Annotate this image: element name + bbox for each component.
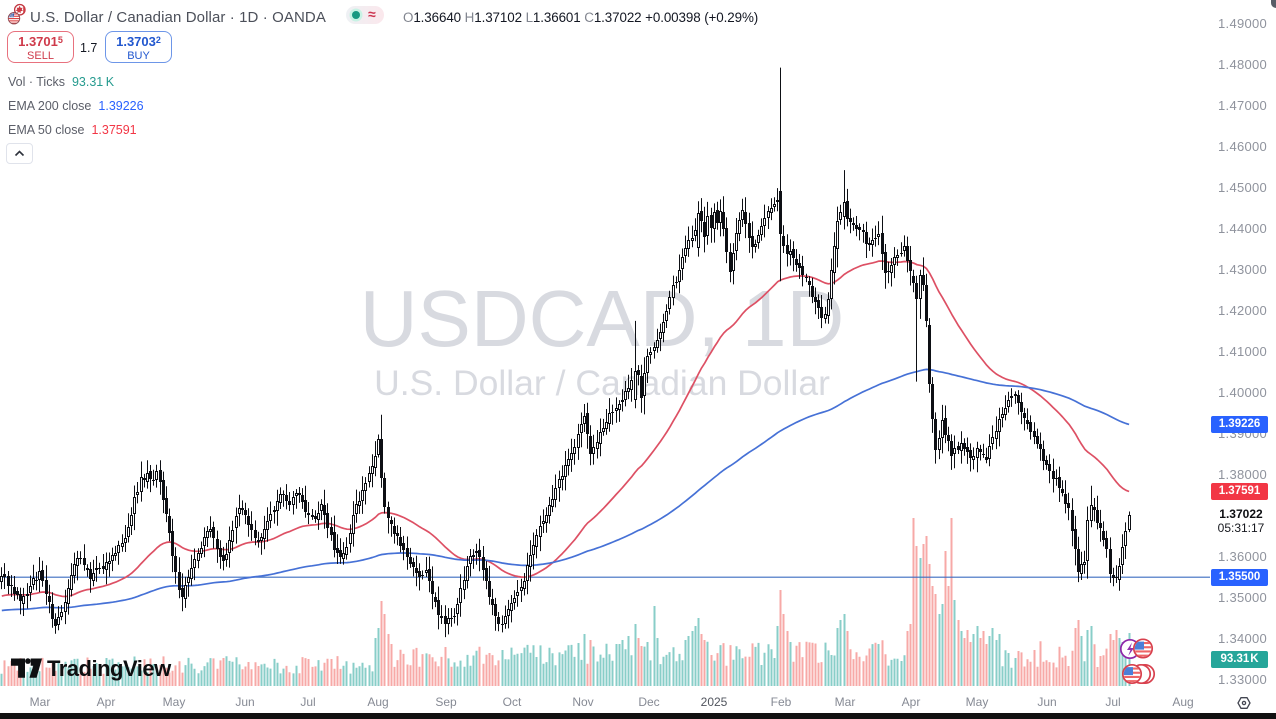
svg-text:TradingView: TradingView [47,656,172,681]
